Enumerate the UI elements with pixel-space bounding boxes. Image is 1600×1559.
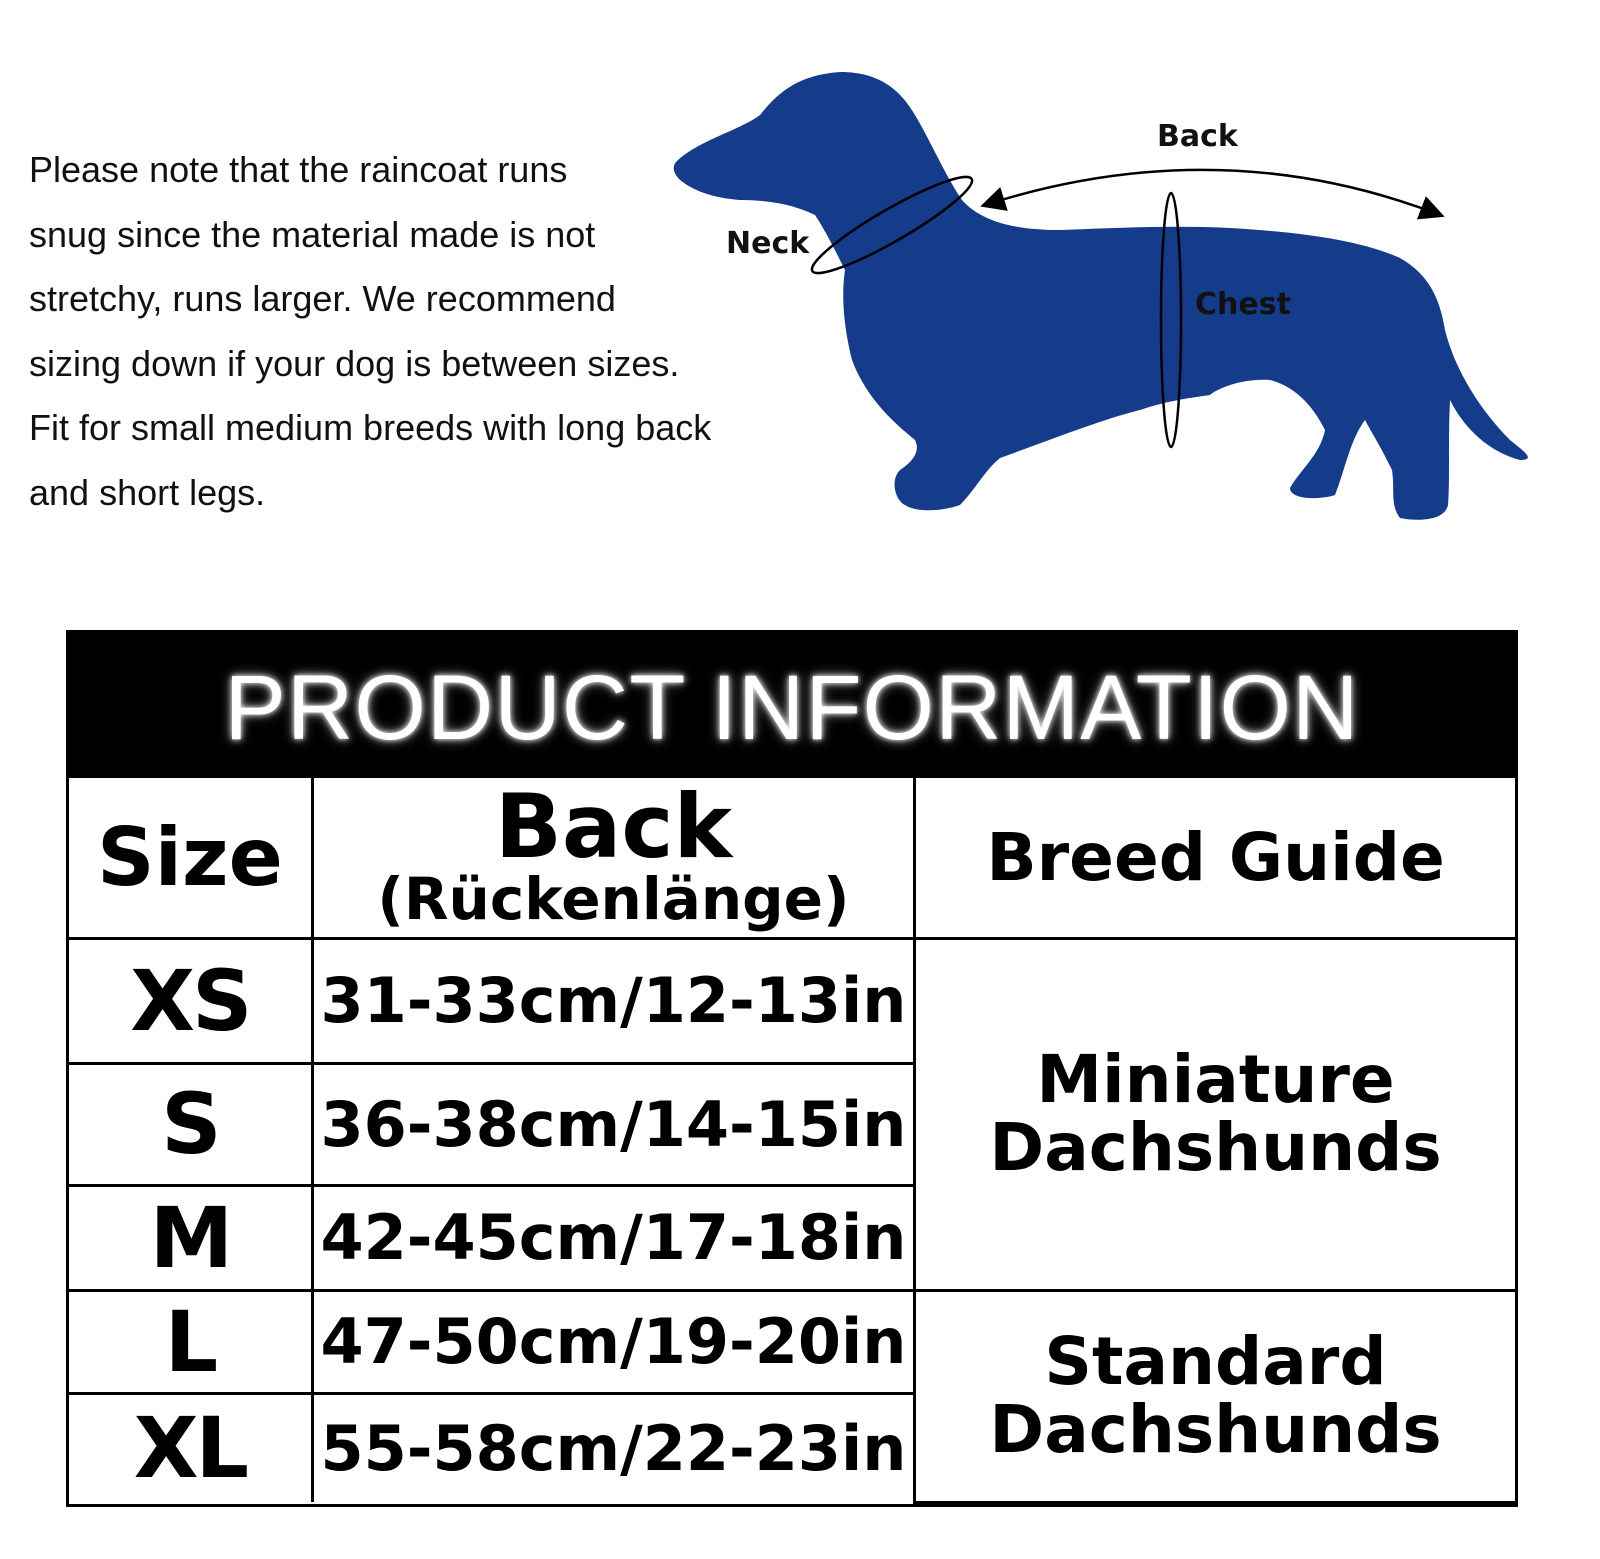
table-row: S 36-38cm/14-15in — [69, 1061, 1515, 1187]
table-row: XS 31-33cm/12-13in Miniature Dachshunds — [69, 936, 1515, 1292]
back-measure-arrow — [980, 168, 1445, 220]
table-row: M 42-45cm/17-18in — [69, 1183, 1515, 1292]
product-information-table: PRODUCT INFORMATION Size Back (Rückenlän… — [66, 630, 1518, 1507]
table-row: XL 55-58cm/22-23in — [69, 1391, 1515, 1502]
back-length-cell: 36-38cm/14-15in — [310, 1061, 915, 1187]
neck-label: Neck — [726, 226, 810, 261]
note-line: sizing down if your dog is between sizes… — [29, 342, 680, 384]
size-cell: XL — [69, 1391, 314, 1502]
back-length-cell: 47-50cm/19-20in — [310, 1288, 917, 1395]
header-size: Size — [69, 778, 314, 940]
dog-measurement-diagram: Neck Back Chest — [673, 72, 1528, 520]
header-back-label: Back — [494, 775, 733, 879]
neck-measure-ring — [810, 175, 974, 275]
chest-label: Chest — [1195, 287, 1291, 322]
breed-line: Miniature — [1036, 1041, 1395, 1118]
table-title: PRODUCT INFORMATION — [69, 633, 1515, 778]
note-line: snug since the material made is not — [29, 213, 596, 255]
size-cell: S — [69, 1061, 314, 1187]
header-back-sublabel: (Rückenlänge) — [377, 865, 850, 934]
sizing-note: Please note that the raincoat runs snug … — [29, 138, 849, 525]
breed-cell: Miniature Dachshunds — [913, 936, 1515, 1292]
note-line: stretchy, runs larger. We recommend — [29, 278, 616, 319]
breed-line: Standard — [1044, 1323, 1387, 1400]
breed-cell: Standard Dachshunds — [913, 1288, 1515, 1504]
back-label: Back — [1157, 119, 1239, 154]
size-cell: M — [69, 1183, 314, 1292]
back-length-cell: 42-45cm/17-18in — [310, 1183, 915, 1292]
size-cell: L — [69, 1288, 314, 1395]
header-breed-guide: Breed Guide — [913, 778, 1515, 940]
table-header-row: Size Back (Rückenlänge) Breed Guide — [69, 775, 1515, 940]
breed-line: Dachshunds — [989, 1109, 1442, 1186]
dog-silhouette — [673, 72, 1528, 520]
back-length-cell: 31-33cm/12-13in — [310, 936, 917, 1065]
table-row: L 47-50cm/19-20in Standard Dachshunds — [69, 1288, 1515, 1504]
size-cell: XS — [69, 936, 314, 1065]
note-line: and short legs. — [29, 471, 266, 513]
header-back: Back (Rückenlänge) — [310, 775, 917, 940]
note-line: Fit for small medium breeds with long ba… — [29, 407, 712, 448]
back-length-cell: 55-58cm/22-23in — [310, 1391, 915, 1502]
note-line: Please note that the raincoat runs — [29, 149, 568, 190]
breed-line: Dachshunds — [989, 1391, 1442, 1468]
